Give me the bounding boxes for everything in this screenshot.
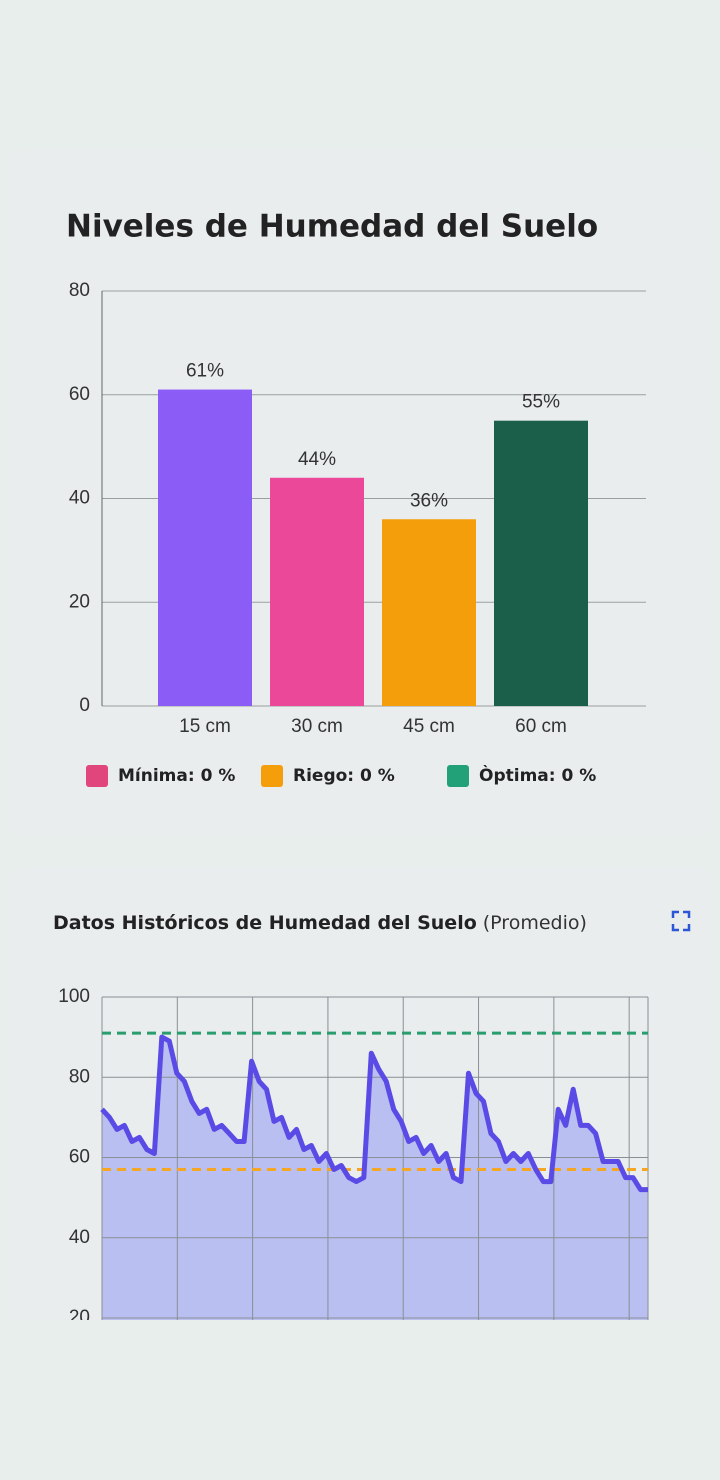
legend-swatch (261, 765, 283, 787)
chart-title: Niveles de Humedad del Suelo (66, 209, 598, 245)
legend-label: Mínima: 0 % (118, 766, 235, 786)
subtitle: (Promedio) (483, 912, 587, 934)
y-tick-label: 20 (69, 1307, 90, 1328)
value-label: 44% (298, 449, 336, 470)
y-tick-label: 40 (69, 488, 90, 509)
x-tick-label: 60 cm (515, 716, 567, 737)
bar (494, 420, 588, 706)
bar (158, 389, 252, 706)
y-tick-label: 80 (69, 1066, 90, 1087)
x-tick-label: 30 cm (291, 716, 343, 737)
value-label: 36% (410, 490, 448, 511)
legend-label: Òptima: 0 % (479, 764, 596, 786)
expand-icon[interactable] (671, 910, 691, 932)
area-fill (102, 1037, 648, 1320)
bar (382, 519, 476, 706)
legend-label: Riego: 0 % (293, 766, 395, 786)
value-label: 61% (186, 361, 224, 382)
legend-swatch (447, 765, 469, 787)
y-tick-label: 80 (69, 280, 90, 301)
y-tick-label: 40 (69, 1227, 90, 1248)
data-line (100, 1034, 648, 1193)
y-tick-label: 20 (69, 591, 90, 612)
x-tick-label: 15 cm (179, 716, 231, 737)
bar (270, 477, 364, 706)
title-text: Datos Históricos de Humedad del Suelo (53, 912, 477, 934)
y-tick-label: 100 (58, 986, 90, 1007)
chart-title: Datos Históricos de Humedad del Suelo (Pr… (53, 912, 587, 934)
y-tick-label: 0 (79, 695, 90, 716)
value-label: 55% (522, 392, 560, 413)
legend-swatch (86, 765, 108, 787)
y-tick-label: 60 (69, 384, 90, 405)
x-tick-label: 45 cm (403, 716, 455, 737)
y-tick-label: 60 (69, 1147, 90, 1168)
